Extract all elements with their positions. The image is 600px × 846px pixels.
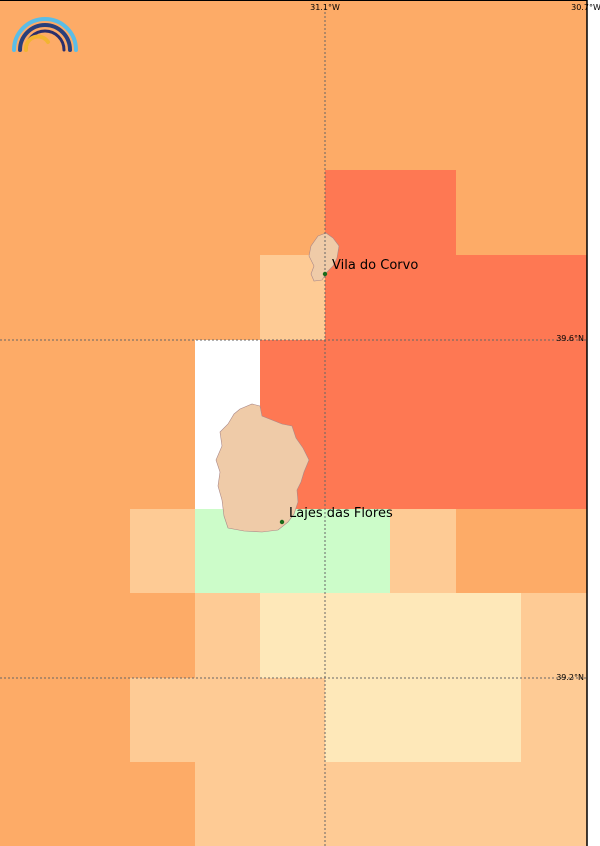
lat-label: 39.2°N (556, 673, 584, 682)
graticule (0, 8, 587, 846)
place-label: Lajes das Flores (289, 506, 393, 521)
lat-label: 39.6°N (556, 334, 584, 343)
place-marker (279, 519, 285, 525)
lon-label: 31.1°W (310, 3, 340, 12)
place-label: Vila do Corvo (332, 258, 418, 273)
lon-label: 30.7°W (571, 3, 600, 12)
grid-cells (0, 0, 587, 846)
logo (12, 17, 78, 52)
place-marker (322, 271, 328, 277)
islands (215, 232, 340, 533)
